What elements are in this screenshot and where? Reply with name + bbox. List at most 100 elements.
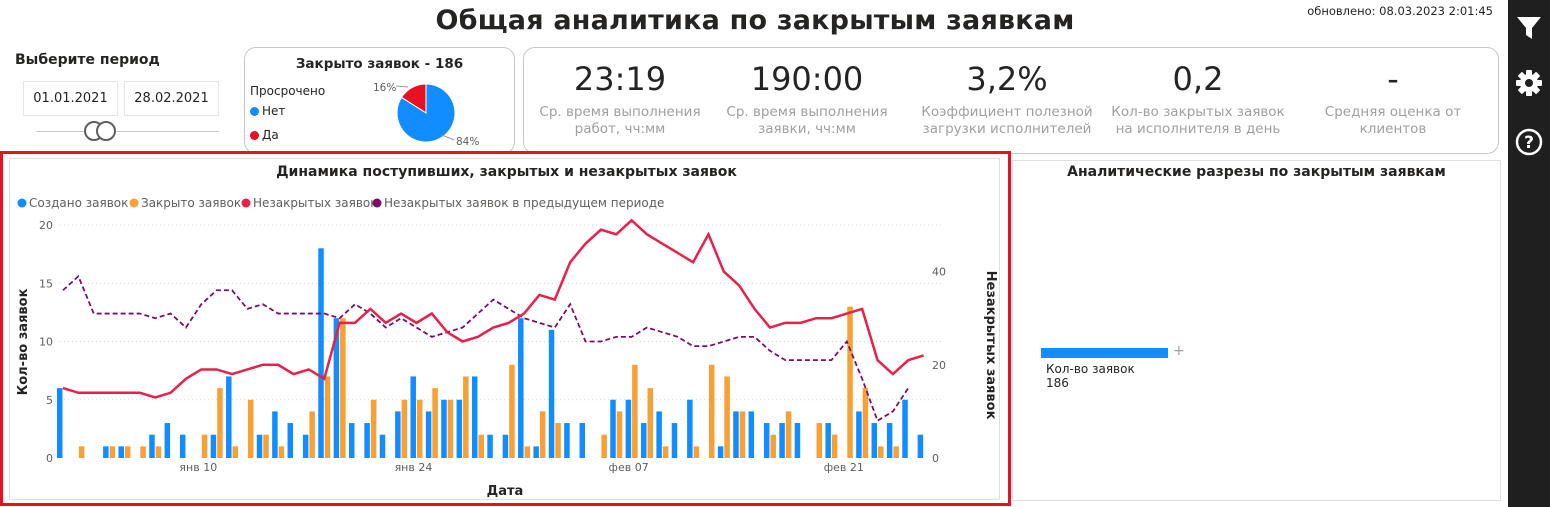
created-bar[interactable] <box>886 423 893 458</box>
created-bar[interactable] <box>641 423 647 458</box>
created-bar[interactable] <box>656 411 662 458</box>
created-bar[interactable] <box>564 423 570 458</box>
created-bar[interactable] <box>502 434 509 458</box>
closed-bar[interactable] <box>878 446 884 458</box>
closed-bar[interactable] <box>555 423 561 458</box>
created-bar[interactable] <box>548 329 555 458</box>
filter-icon[interactable] <box>1508 14 1550 46</box>
closed-bar[interactable] <box>862 388 869 458</box>
created-bar[interactable] <box>149 434 155 458</box>
closed-bar[interactable] <box>524 446 531 458</box>
closed-bar[interactable] <box>539 411 546 458</box>
created-bar[interactable] <box>441 399 447 458</box>
slider-end-handle[interactable] <box>96 121 116 141</box>
closed-bar[interactable] <box>662 446 669 458</box>
created-bar[interactable] <box>103 446 109 458</box>
closed-bar[interactable] <box>447 399 454 458</box>
end-date-input[interactable]: 28.02.2021 <box>124 81 219 116</box>
closed-bar[interactable] <box>232 446 239 458</box>
created-bar[interactable] <box>533 446 539 458</box>
created-bar[interactable] <box>579 423 586 458</box>
closed-bar[interactable] <box>401 399 408 458</box>
created-bar[interactable] <box>256 434 263 458</box>
closed-bar[interactable] <box>478 434 484 458</box>
closed-bar[interactable] <box>647 388 654 458</box>
closed-bar[interactable] <box>124 446 131 458</box>
created-bar[interactable] <box>456 399 463 458</box>
pie-slice[interactable] <box>396 83 456 143</box>
closed-bar[interactable] <box>708 364 715 458</box>
closed-bar[interactable] <box>616 411 623 458</box>
created-bar[interactable] <box>272 411 278 458</box>
closed-bar[interactable] <box>370 399 377 458</box>
created-bar[interactable] <box>610 399 616 458</box>
created-bar[interactable] <box>518 318 524 458</box>
created-bar[interactable] <box>210 434 217 458</box>
closed-bar[interactable] <box>432 388 438 458</box>
created-bar[interactable] <box>625 399 632 458</box>
created-bar[interactable] <box>487 434 493 458</box>
dynamics-chart-container[interactable] <box>9 158 1000 500</box>
closed-bar[interactable] <box>847 306 853 458</box>
closed-bar[interactable] <box>278 446 285 458</box>
pie-legend-item-yes[interactable]: Да <box>250 128 279 142</box>
request-count-bar[interactable] <box>1041 348 1168 358</box>
created-bar[interactable] <box>779 423 785 458</box>
created-bar[interactable] <box>471 376 478 458</box>
closed-bar[interactable] <box>785 411 792 458</box>
dynamics-chart[interactable]: Создано заявок Закрыто заявок Незакрытых з… <box>9 190 1000 500</box>
closed-bar[interactable] <box>739 411 746 458</box>
prev-unclosed-line[interactable] <box>62 274 910 423</box>
created-bar[interactable] <box>794 423 801 458</box>
created-bar[interactable] <box>717 446 724 458</box>
closed-bar[interactable] <box>78 446 85 458</box>
closed-bar[interactable] <box>217 388 223 458</box>
closed-bar[interactable] <box>140 446 146 458</box>
created-bar[interactable] <box>179 434 186 458</box>
closed-bar[interactable] <box>324 376 331 458</box>
created-bar[interactable] <box>425 411 432 458</box>
created-bar[interactable] <box>856 411 862 458</box>
created-bar[interactable] <box>671 423 678 458</box>
closed-bar[interactable] <box>155 446 162 458</box>
created-bar[interactable] <box>379 434 386 458</box>
created-bar[interactable] <box>410 376 416 458</box>
created-bar[interactable] <box>687 399 693 458</box>
created-bar[interactable] <box>57 388 63 458</box>
created-bar[interactable] <box>395 411 401 458</box>
created-bar[interactable] <box>917 434 924 458</box>
start-date-input[interactable]: 01.01.2021 <box>23 81 118 116</box>
closed-bar[interactable] <box>416 399 423 458</box>
closed-bar[interactable] <box>724 376 730 458</box>
created-bar[interactable] <box>763 423 770 458</box>
created-bar[interactable] <box>902 399 908 458</box>
created-bar[interactable] <box>302 434 309 458</box>
help-icon[interactable]: ? <box>1508 127 1550 161</box>
closed-bar[interactable] <box>309 411 315 458</box>
closed-bar[interactable] <box>816 423 823 458</box>
created-bar[interactable] <box>748 411 755 458</box>
created-bar[interactable] <box>287 423 294 458</box>
gear-icon[interactable] <box>1508 68 1550 102</box>
closed-bar[interactable] <box>693 446 700 458</box>
closed-bar[interactable] <box>263 434 269 458</box>
created-bar[interactable] <box>825 423 831 458</box>
expand-button[interactable]: + <box>1173 343 1185 359</box>
created-bar[interactable] <box>318 248 324 458</box>
created-bar[interactable] <box>226 376 232 458</box>
created-bar[interactable] <box>733 411 739 458</box>
closed-bar[interactable] <box>601 434 607 458</box>
unclosed-line[interactable] <box>62 218 924 399</box>
created-bar[interactable] <box>118 446 124 458</box>
created-bar[interactable] <box>349 423 355 458</box>
created-bar[interactable] <box>164 423 171 458</box>
closed-bar[interactable] <box>109 446 116 458</box>
pie-legend-item-no[interactable]: Нет <box>250 104 285 118</box>
closed-bar[interactable] <box>893 446 899 458</box>
closed-bar[interactable] <box>340 318 346 458</box>
created-bar[interactable] <box>871 423 878 458</box>
closed-bar[interactable] <box>632 364 638 458</box>
closed-bar[interactable] <box>247 399 254 458</box>
closed-bar[interactable] <box>463 376 469 458</box>
closed-bar[interactable] <box>770 434 776 458</box>
